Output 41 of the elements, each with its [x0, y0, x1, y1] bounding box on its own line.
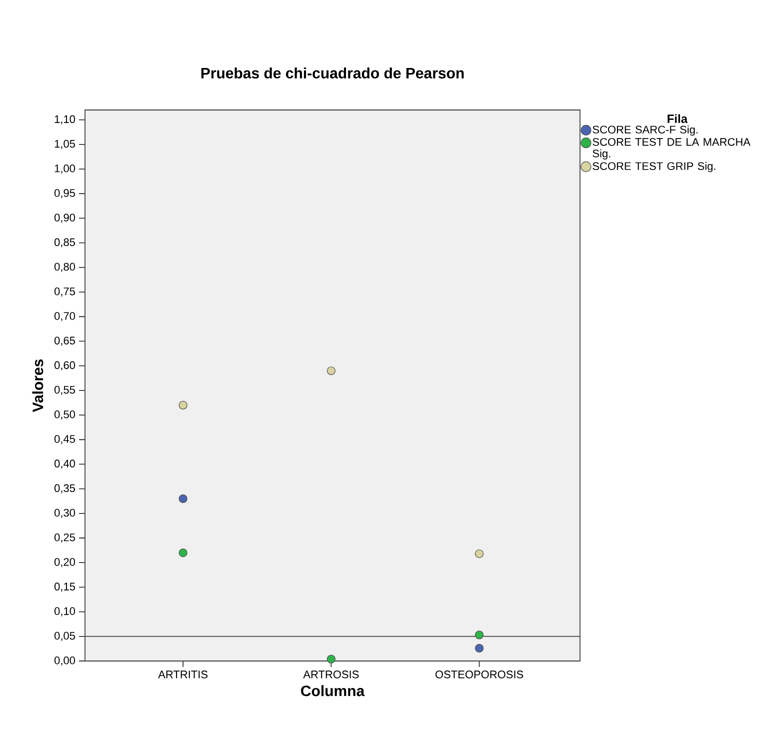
legend-label: SCORE TEST DE LA MARCHA Sig.	[592, 138, 750, 160]
y-tick-label: 0,25	[54, 533, 75, 543]
y-tick-label: 0,70	[54, 312, 76, 322]
y-tick-label: 0,90	[54, 214, 76, 223]
y-tick-label: 1,10	[54, 115, 76, 124]
x-tick-label: OSTEOPOROSIS	[435, 670, 524, 678]
x-tick-label: ARTROSIS	[303, 670, 359, 678]
point	[326, 366, 336, 376]
point	[178, 494, 188, 503]
point	[474, 630, 484, 640]
y-tick-label: 0,15	[54, 582, 75, 592]
y-tick-label: 0,65	[54, 336, 75, 346]
legend-label: SCORE SARC-F Sig.	[592, 125, 698, 136]
y-tick-label: 0,50	[54, 410, 76, 420]
y-tick-label: 0,40	[54, 460, 76, 469]
legend-title: Fila	[668, 114, 688, 123]
point	[326, 654, 336, 664]
y-tick-label: 0,75	[54, 287, 75, 297]
point	[474, 644, 484, 653]
y-tick-label: 1,05	[54, 140, 75, 149]
x-axis-title: Columna	[301, 685, 365, 696]
y-tick-label: 0,45	[54, 435, 75, 444]
chart-title: Pruebas de chi-cuadrado de Pearson	[201, 67, 464, 78]
y-tick-label: 0,80	[54, 262, 76, 272]
y-tick-label: 0,85	[54, 238, 75, 248]
point	[178, 400, 188, 410]
legend-label: SCORE TEST GRIP Sig.	[592, 162, 716, 172]
y-tick-label: 0,35	[54, 484, 75, 494]
y-tick-label: 0,60	[54, 361, 76, 370]
point	[178, 548, 188, 558]
y-tick-label: 1,00	[54, 164, 76, 174]
y-tick-label: 0,55	[54, 386, 75, 395]
y-axis-title: Valores	[32, 359, 44, 412]
y-tick-label: 0,30	[54, 508, 76, 518]
x-tick-label: ARTRITIS	[158, 670, 208, 678]
y-tick-label: 0,20	[54, 558, 76, 568]
point	[474, 549, 484, 558]
y-tick-label: 0,00	[54, 656, 76, 666]
y-tick-label: 0,10	[54, 607, 76, 616]
y-tick-label: 0,95	[54, 189, 75, 198]
y-tick-label: 0,05	[54, 632, 75, 641]
